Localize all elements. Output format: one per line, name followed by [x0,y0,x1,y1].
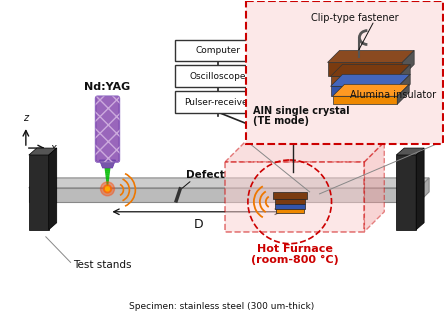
FancyBboxPatch shape [175,65,262,87]
Polygon shape [398,64,410,86]
Circle shape [104,185,112,193]
Bar [328,62,402,76]
Polygon shape [29,155,49,230]
Polygon shape [331,64,410,76]
Polygon shape [29,178,429,188]
Polygon shape [396,148,424,155]
Polygon shape [419,178,429,202]
Polygon shape [29,188,419,202]
Circle shape [289,136,297,144]
Bar [275,199,305,204]
Text: Computer: Computer [195,46,240,55]
Polygon shape [225,142,384,162]
Polygon shape [105,174,110,176]
Text: D: D [193,218,203,231]
Polygon shape [397,84,409,104]
FancyBboxPatch shape [246,1,443,144]
FancyBboxPatch shape [96,96,119,162]
Text: Specimen: stainless steel (300 um-thick): Specimen: stainless steel (300 um-thick) [129,302,315,311]
Polygon shape [332,84,409,96]
Bar [275,204,305,209]
Text: x: x [51,143,57,153]
Text: Alumina insulator: Alumina insulator [350,90,436,100]
Polygon shape [105,172,110,174]
Polygon shape [398,74,410,96]
Polygon shape [105,170,110,172]
Text: Clip-type fastener: Clip-type fastener [311,13,398,23]
Text: z: z [23,113,28,123]
Polygon shape [100,160,115,168]
Text: (room-800 °C): (room-800 °C) [251,255,339,265]
Bar [331,76,398,86]
Bar [273,192,307,199]
Polygon shape [107,186,108,188]
Bar [276,209,303,213]
Polygon shape [402,51,414,76]
Circle shape [101,182,114,196]
Polygon shape [364,142,384,232]
Text: Hot Furnace: Hot Furnace [257,244,332,254]
Polygon shape [106,180,109,182]
Text: AlN single crystal: AlN single crystal [253,106,349,116]
Text: Test stands: Test stands [73,260,131,270]
Text: Oscilloscope: Oscilloscope [190,72,246,81]
FancyBboxPatch shape [175,40,262,62]
Polygon shape [105,168,110,170]
Polygon shape [106,182,109,184]
Polygon shape [29,148,57,155]
Polygon shape [106,184,109,186]
Text: Nd:YAG: Nd:YAG [85,82,131,92]
Polygon shape [396,155,416,230]
Bar [332,96,397,104]
Text: (TE mode): (TE mode) [253,116,309,126]
Text: Defect: Defect [186,170,225,180]
Polygon shape [105,176,109,178]
Polygon shape [331,74,410,86]
Polygon shape [49,148,57,230]
Polygon shape [106,178,109,180]
Polygon shape [225,162,364,232]
Text: Pulser-receiver: Pulser-receiver [184,98,252,107]
Polygon shape [416,148,424,230]
Circle shape [105,187,109,191]
FancyBboxPatch shape [175,91,262,113]
Polygon shape [328,51,414,62]
Bar [331,86,398,96]
